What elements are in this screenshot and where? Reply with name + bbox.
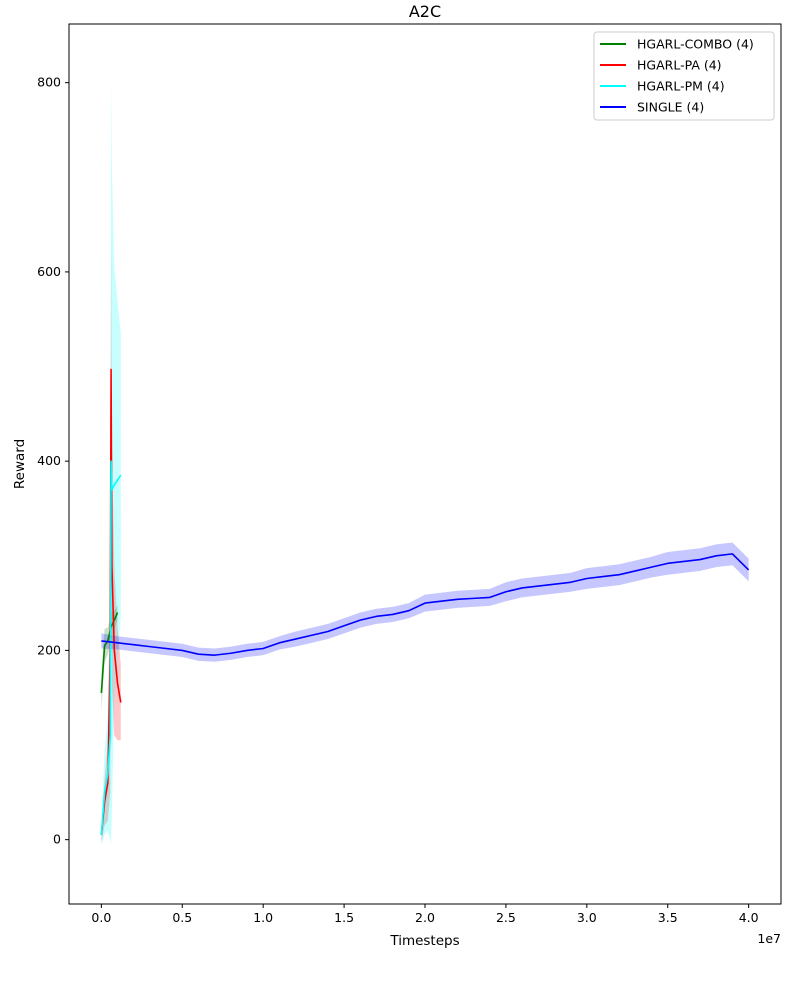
x-tick-label: 4.0 [739, 910, 759, 925]
legend: HGARL-COMBO (4) HGARL-PA (4) HGARL-PM (4) S… [593, 31, 775, 121]
y-tick-label: 400 [37, 453, 61, 468]
chart-title: A2C [409, 2, 441, 21]
x-tick-label: 2.0 [415, 910, 435, 925]
x-axis-ticks: 0.0 0.5 1.0 1.5 2.0 2.5 3.0 3.5 4.0 [91, 904, 759, 925]
y-tick-label: 0 [53, 832, 61, 847]
confidence-bands [101, 77, 749, 845]
y-axis-label: Reward [12, 439, 28, 489]
y-tick-label: 600 [37, 264, 61, 279]
legend-entry-label: HGARL-PA (4) [637, 58, 722, 73]
x-tick-label: 3.5 [658, 910, 678, 925]
y-tick-label: 200 [37, 642, 61, 657]
x-tick-label: 1.0 [253, 910, 273, 925]
x-axis-offset-label: 1e7 [757, 931, 781, 946]
series-line-1 [100, 368, 122, 836]
x-tick-label: 1.5 [334, 910, 354, 925]
legend-entry-label: HGARL-PM (4) [637, 79, 725, 94]
x-tick-label: 3.0 [577, 910, 597, 925]
x-axis-label: Timesteps [389, 933, 459, 949]
legend-entry-label: SINGLE (4) [637, 100, 704, 115]
x-tick-label: 0.5 [172, 910, 192, 925]
x-tick-label: 2.5 [496, 910, 516, 925]
legend-entry-label: HGARL-COMBO (4) [637, 37, 754, 52]
series-lines [100, 368, 750, 836]
series-line-0 [100, 612, 119, 694]
x-tick-label: 0.0 [91, 910, 111, 925]
plot-frame [68, 23, 782, 905]
legend-box [593, 31, 775, 121]
series-band-3 [101, 542, 749, 662]
y-axis-ticks: 0 200 400 600 800 [37, 75, 69, 847]
series-line-2 [100, 460, 122, 835]
series-band-1 [101, 229, 121, 843]
y-tick-label: 800 [37, 75, 61, 90]
series-line-3 [101, 553, 750, 656]
